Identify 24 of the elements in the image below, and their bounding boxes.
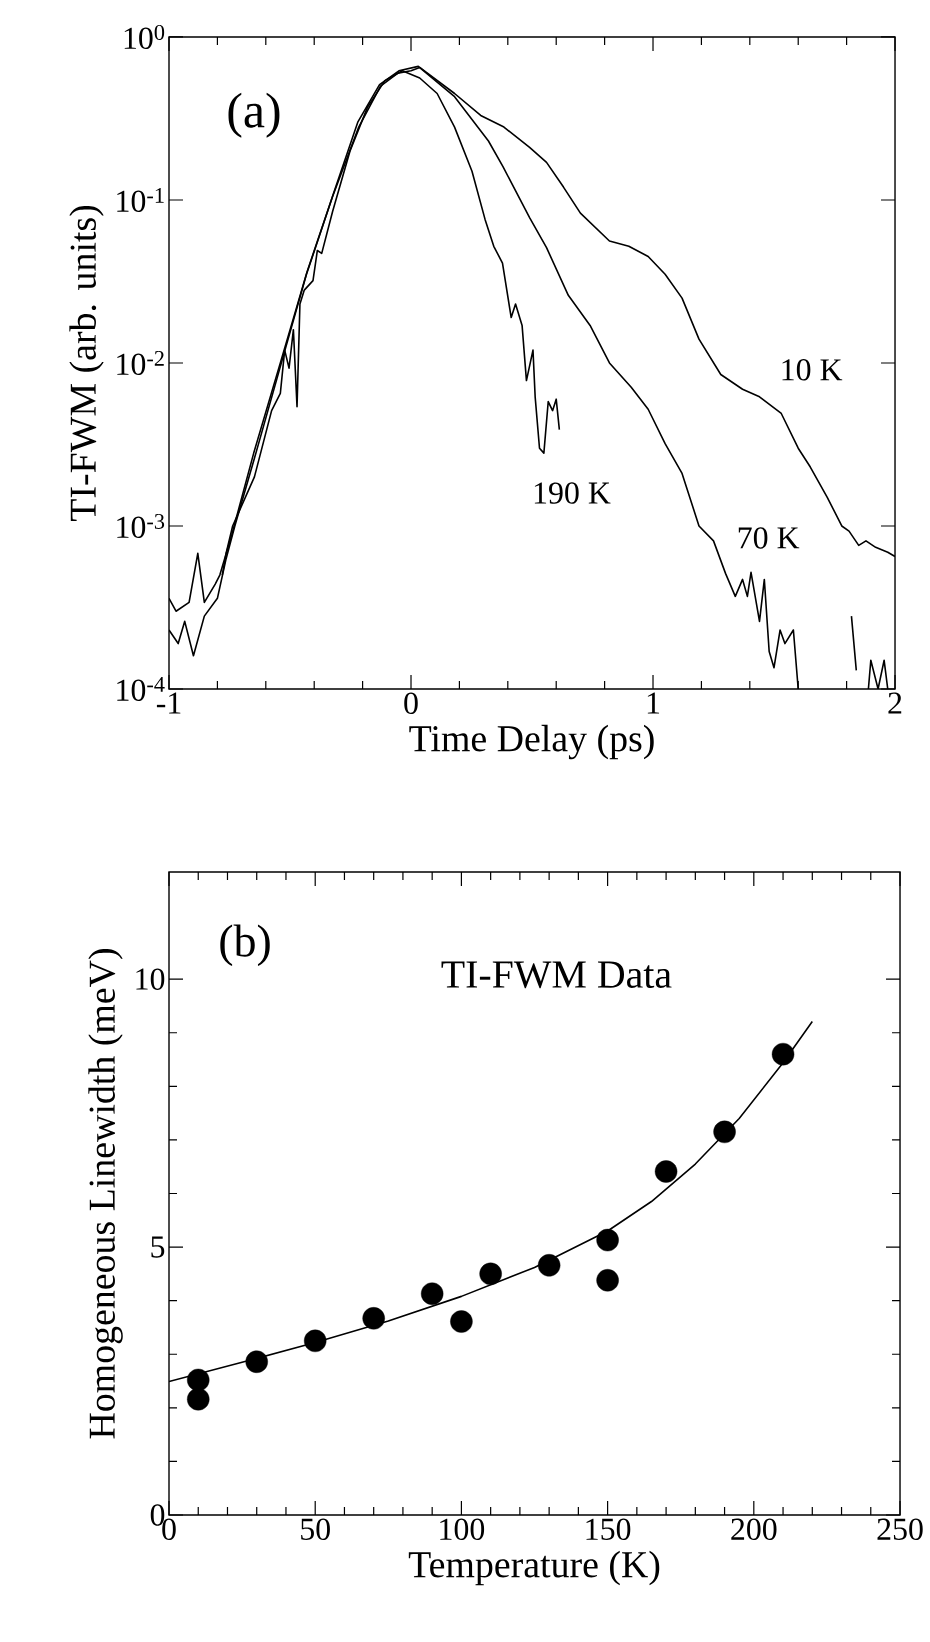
y-tick-label: 10 [136, 968, 165, 990]
y-tick-label: 10$^{-2}$ [117, 350, 164, 376]
annotation: (a) [228, 92, 280, 138]
x-tick-label: 250 [877, 1518, 923, 1541]
series-label: 190 K [534, 482, 611, 504]
y-tick-label: 10$^{0}$ [124, 24, 165, 50]
x-tick-label: 150 [586, 1518, 631, 1541]
x-tick-label: 100 [440, 1518, 485, 1541]
series-label: 70 K [738, 527, 800, 549]
x-tick-label: 200 [731, 1518, 777, 1541]
x-tick-label: 0 [404, 692, 418, 715]
y-axis-title: Homogeneous Linewidth (meV) [88, 949, 123, 1439]
y-tick-label: 10$^{-1}$ [117, 187, 164, 212]
legend-label: 10 K [782, 359, 843, 381]
y-tick-label: 5 [151, 1236, 165, 1258]
annotation: TI-FWM Data [441, 961, 672, 989]
y-axis-title: TI-FWM (arb. units) [69, 205, 104, 522]
x-axis-title: Time Delay (ps) [409, 724, 654, 760]
x-tick-label: 1 [647, 692, 660, 714]
x-axis-title: Temperature (K) [408, 1550, 660, 1586]
y-tick-label: 10$^{-3}$ [117, 513, 165, 539]
x-tick-label: 2 [888, 692, 902, 714]
x-tick-label: 50 [301, 1518, 330, 1541]
annotation: (b) [220, 924, 270, 967]
